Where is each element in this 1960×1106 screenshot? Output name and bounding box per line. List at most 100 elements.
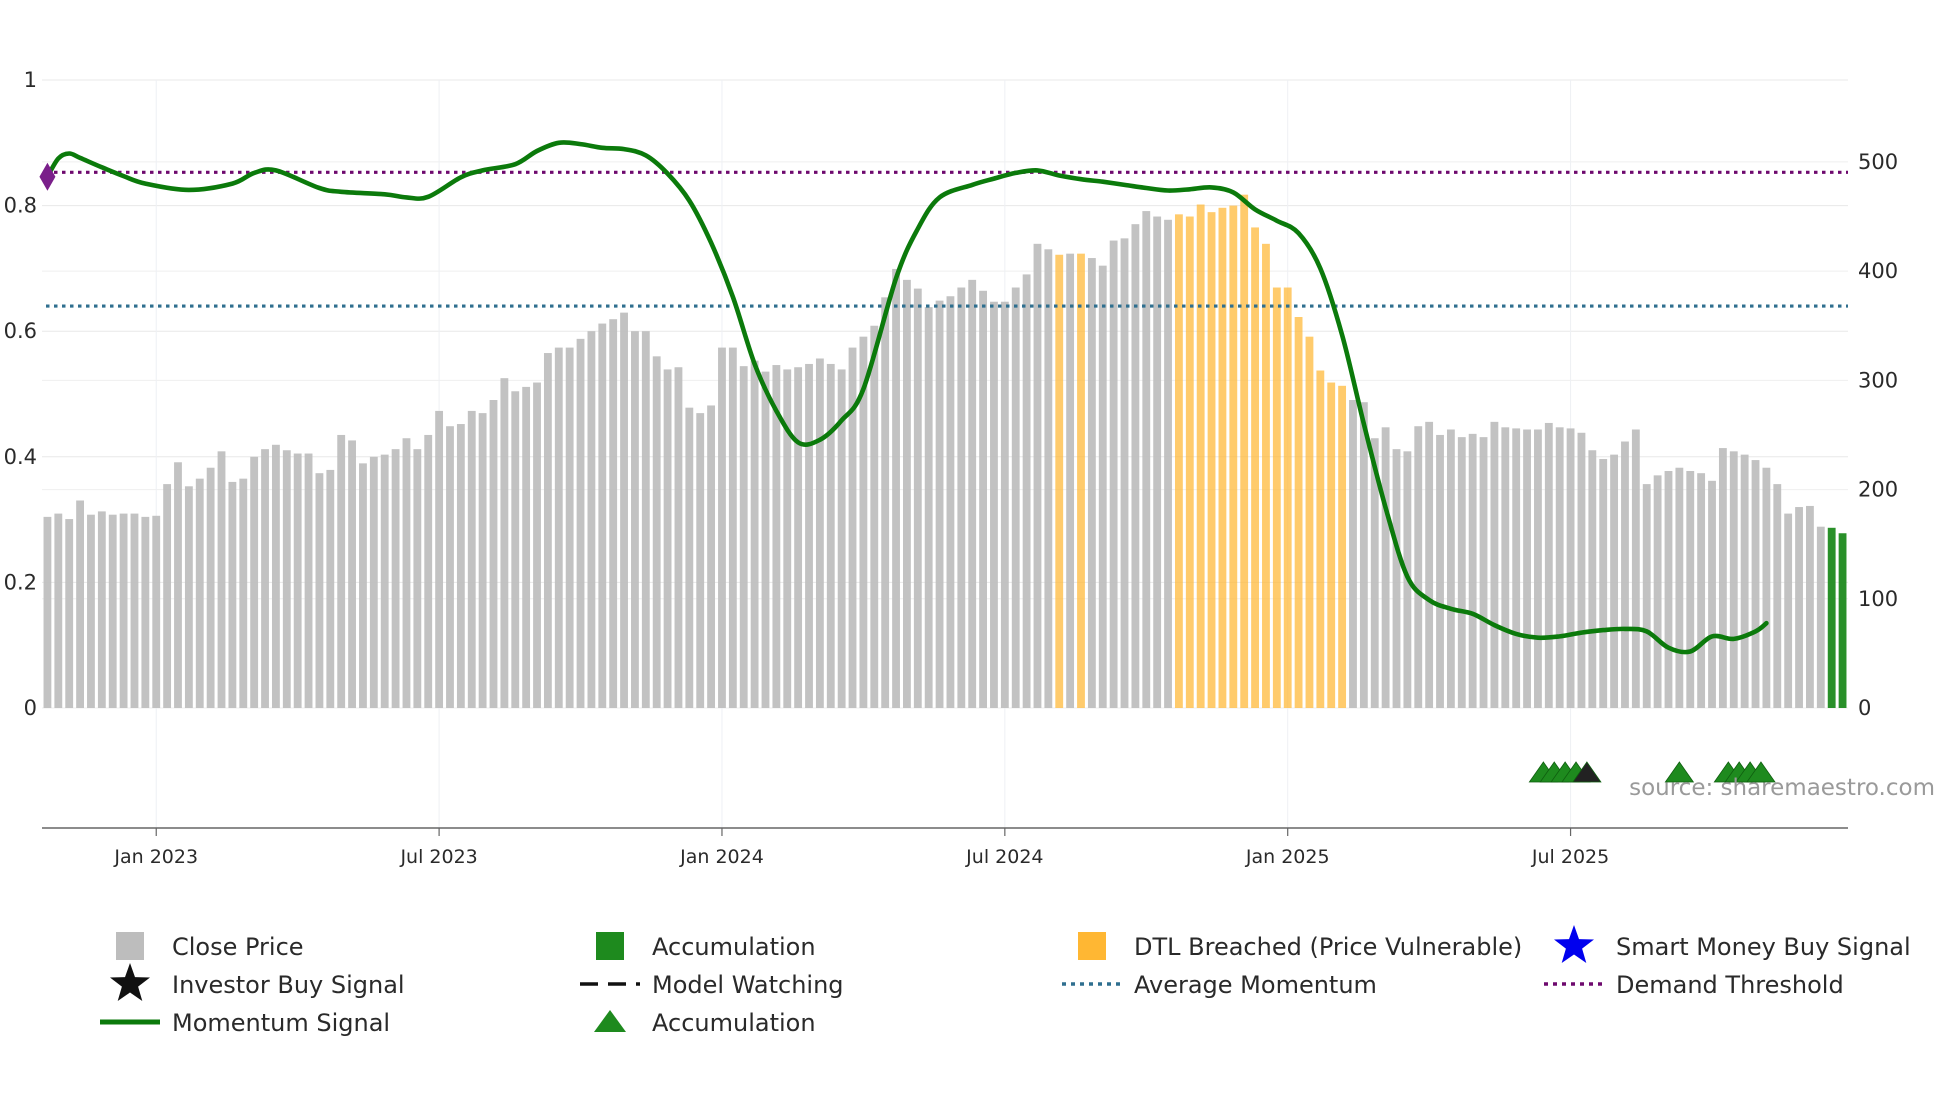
price-bar <box>707 405 716 708</box>
price-bar <box>1131 224 1140 708</box>
price-bar <box>250 456 259 708</box>
price-bar <box>533 382 541 708</box>
price-bar <box>391 449 400 708</box>
price-bar <box>1446 429 1455 708</box>
price-bar <box>456 424 465 708</box>
price-bar <box>1642 484 1651 708</box>
price-bar <box>1033 243 1042 708</box>
price-bar <box>1066 253 1075 709</box>
legend-label: Smart Money Buy Signal <box>1616 933 1911 961</box>
price-bar <box>587 331 596 708</box>
price-bar <box>946 296 955 708</box>
price-bar <box>1806 505 1814 708</box>
price-bar <box>195 478 204 708</box>
price-bar <box>794 367 803 708</box>
price-bar <box>141 516 150 708</box>
legend-marker <box>1554 925 1594 963</box>
price-bar <box>467 410 476 708</box>
price-bar <box>446 426 454 708</box>
legend-marker <box>110 963 150 1001</box>
left-axis-tick: 1 <box>24 68 37 92</box>
price-bar <box>1392 449 1401 708</box>
price-bar <box>674 367 683 708</box>
price-bar <box>511 391 520 708</box>
price-bar <box>1381 427 1390 708</box>
price-bar <box>1697 473 1706 708</box>
price-bar <box>130 513 139 708</box>
price-bar <box>1762 467 1771 708</box>
price-bar <box>924 307 933 708</box>
momentum-signal-line <box>45 140 1769 655</box>
price-bar <box>1544 422 1553 708</box>
right-axis-tick: 500 <box>1858 150 1898 174</box>
price-bar <box>87 514 95 708</box>
price-bar <box>1816 526 1825 708</box>
legend-marker <box>116 932 144 960</box>
price-bar <box>1240 194 1249 709</box>
price-bar <box>1414 426 1423 708</box>
price-bar <box>892 268 900 708</box>
price-bar <box>65 519 74 708</box>
price-bar <box>990 301 998 708</box>
price-bar <box>1153 216 1162 709</box>
legend-label: Close Price <box>172 933 304 961</box>
price-bar <box>293 453 302 708</box>
x-axis-tick-label: Jan 2023 <box>113 846 198 868</box>
price-bar <box>489 400 498 708</box>
price-bar <box>837 369 846 708</box>
momentum-line-layer <box>39 140 1769 655</box>
price-bar <box>565 347 574 708</box>
legend-item: Model Watching <box>580 971 844 999</box>
price-bar <box>1468 433 1477 708</box>
price-bar <box>718 347 726 708</box>
price-bar <box>1457 437 1466 708</box>
price-bar <box>609 319 618 708</box>
legend-label: Average Momentum <box>1134 971 1377 999</box>
price-bar <box>739 366 748 708</box>
price-bar <box>163 484 172 708</box>
legend-label: Momentum Signal <box>172 1009 390 1037</box>
legend-label: Model Watching <box>652 971 844 999</box>
price-bar <box>206 467 215 708</box>
source-label: source: sharemaestro.com <box>1629 775 1935 801</box>
left-axis-tick: 0 <box>24 696 37 720</box>
price-bar <box>1751 460 1760 708</box>
price-bar <box>685 407 694 708</box>
price-bar <box>1577 432 1586 708</box>
price-bar <box>1338 385 1347 708</box>
price-bar <box>1708 480 1716 708</box>
price-bar <box>1294 317 1303 708</box>
price-bar <box>1566 428 1575 708</box>
x-axis-tick-label: Jul 2025 <box>1531 846 1609 868</box>
price-bar <box>1077 253 1085 709</box>
price-bar <box>750 360 759 708</box>
price-bar <box>76 500 84 708</box>
price-bar <box>1588 450 1597 708</box>
price-bar <box>848 347 857 708</box>
legend-marker <box>1078 932 1106 960</box>
price-bar <box>1370 438 1379 708</box>
price-bar <box>108 514 117 708</box>
price-bar <box>1087 258 1096 708</box>
price-bar <box>522 386 531 708</box>
price-bar <box>1718 448 1727 708</box>
price-bar <box>641 331 650 708</box>
price-bar <box>1283 287 1292 708</box>
price-bar <box>1262 243 1270 708</box>
price-bar <box>1490 421 1499 708</box>
price-bar <box>1740 454 1749 708</box>
legend-marker <box>596 932 624 960</box>
price-bar <box>598 323 607 708</box>
accumulation-triangle <box>1746 761 1776 783</box>
x-axis-tick-label: Jan 2024 <box>679 846 764 868</box>
price-bar <box>805 363 813 708</box>
price-bar <box>424 434 433 708</box>
price-bar <box>1686 470 1695 708</box>
price-bar <box>1196 204 1205 709</box>
price-bar <box>543 353 552 708</box>
price-bar <box>783 369 792 708</box>
price-bar <box>1164 219 1172 708</box>
price-bar <box>261 449 269 708</box>
price-bar <box>478 413 487 708</box>
